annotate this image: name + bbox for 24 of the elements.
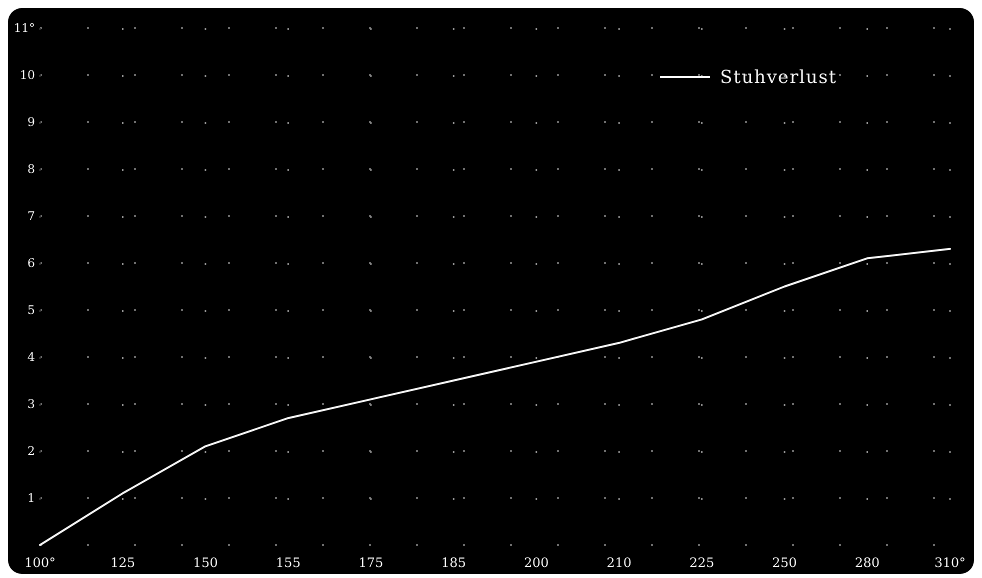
y-tick-label: 8	[27, 162, 35, 176]
x-tick-label: 155	[276, 556, 301, 572]
y-tick-label: 5	[27, 302, 35, 317]
x-tick-label: 200	[524, 556, 549, 572]
x-tick-label: 210	[606, 556, 632, 572]
x-tick-label: 250	[772, 556, 797, 572]
x-tick-label: 125	[110, 556, 136, 572]
x-tick-label: 225	[689, 556, 714, 572]
y-tick-label: 3	[27, 396, 35, 411]
x-tick-label: 310°	[934, 556, 966, 572]
y-tick-label: 2	[27, 444, 35, 458]
y-tick-label: 9	[27, 114, 35, 129]
y-tick-label: 10	[20, 68, 35, 82]
y-tick-label: 4	[27, 350, 36, 364]
x-tick-label: 100°	[24, 556, 56, 572]
x-tick-label: 175	[358, 556, 384, 572]
y-tick-label: 7	[27, 208, 35, 223]
y-tick-label: 11°	[14, 20, 35, 35]
x-tick-label: 185	[441, 556, 466, 572]
y-tick-label: 1	[27, 490, 35, 505]
x-tick-label: 150	[193, 556, 218, 572]
y-tick-label: 6	[27, 256, 35, 270]
x-tick-label: 280	[854, 556, 880, 572]
legend-label: Stuhverlust	[720, 67, 837, 88]
